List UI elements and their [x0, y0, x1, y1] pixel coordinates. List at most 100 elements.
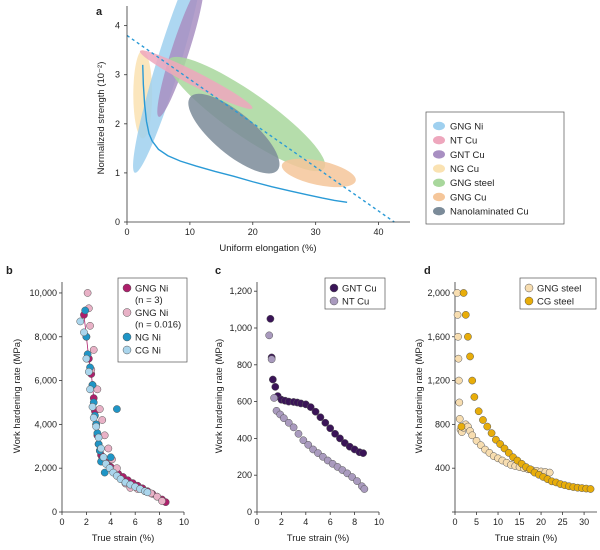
- pd-point-gng-steel: [468, 431, 477, 440]
- pc-point-gnt-cu: [321, 418, 330, 427]
- pb-point-cg-ni: [92, 422, 101, 431]
- panel-a-ytick-label: 3: [115, 70, 120, 80]
- pc-legend-label: GNT Cu: [342, 283, 377, 294]
- region-nt-cu: [139, 50, 253, 109]
- panel-b-points: [76, 289, 170, 506]
- legend-label: Nanolaminated Cu: [450, 207, 529, 218]
- region-nanolaminated-cu: [188, 93, 280, 174]
- pc-point-nt-cu: [265, 331, 274, 340]
- pd-point-cg-steel: [470, 393, 479, 401]
- pd-point-cg-steel: [457, 422, 466, 431]
- pc-legend-swatch: [329, 283, 339, 293]
- panel-a-regions: [133, 0, 356, 188]
- pd-xtick-label: 30: [579, 517, 589, 527]
- pb-ytick-label: 6,000: [34, 376, 57, 386]
- panel-b-ylabel: Work hardening rate (MPa): [12, 339, 23, 453]
- pc-point-gnt-cu: [336, 434, 344, 443]
- pb-point-cg-ni: [143, 488, 152, 497]
- pb-legend-label: CG Ni: [135, 345, 161, 356]
- panel-a-ticks: 0 10 20 30 40 0 1 2 3 4: [115, 21, 384, 237]
- pb-point-ng-ni: [81, 306, 90, 315]
- panel-a-legend: GNG Ni NT Cu GNT Cu NG Cu GNG steel GNG Cu Nan…: [433, 121, 529, 218]
- pd-ytick-label: 400: [435, 463, 450, 473]
- pc-point-gnt-cu: [269, 375, 277, 384]
- panel-d-ylabel: Work hardening rate (MPa): [414, 339, 425, 453]
- pb-legend-label: GNG Ni: [135, 308, 168, 319]
- legend-swatch-gng-cu: [433, 192, 445, 202]
- panel-a-xtick-label: 30: [311, 227, 321, 237]
- pb-xtick-label: 2: [84, 517, 89, 527]
- pb-xtick-label: 10: [179, 517, 189, 527]
- pc-point-nt-cu: [353, 477, 361, 485]
- pc-ytick-label: 1,000: [229, 323, 252, 333]
- pc-point-gnt-cu: [306, 403, 315, 411]
- panel-c-letter: c: [215, 265, 221, 277]
- panel-d-legend: GNG steel CG steel: [524, 283, 581, 307]
- pd-xtick-label: 0: [452, 517, 457, 527]
- pc-point-nt-cu: [304, 440, 313, 449]
- pb-legend-swatch: [122, 308, 132, 317]
- panel-d-points: [453, 289, 595, 493]
- pd-point-cg-steel: [479, 416, 487, 424]
- pd-point-cg-steel: [483, 422, 492, 431]
- pd-xtick-label: 20: [536, 517, 546, 527]
- pd-ytick-label: 1,600: [427, 332, 450, 342]
- panel-d-legend-box: [519, 277, 597, 310]
- pc-ytick-label: 800: [237, 360, 252, 370]
- pc-xtick-label: 0: [254, 517, 259, 527]
- pb-point-gng-ni-n-0-016-: [89, 346, 98, 354]
- panel-a-ytick-label: 2: [115, 119, 120, 129]
- panel-c-xlabel: True strain (%): [287, 533, 349, 544]
- pb-ytick-label: 8,000: [34, 332, 57, 342]
- pc-point-gnt-cu: [266, 314, 275, 323]
- pc-point-nt-cu: [267, 355, 276, 364]
- pc-ytick-label: 600: [237, 397, 252, 407]
- pb-point-gng-ni-n-0-016-: [104, 444, 113, 453]
- pd-xtick-label: 10: [493, 517, 503, 527]
- pc-point-gnt-cu: [316, 413, 325, 422]
- pd-point-cg-steel: [487, 429, 496, 437]
- legend-label: GNG steel: [450, 178, 494, 189]
- pd-legend-label: GNG steel: [537, 283, 581, 294]
- legend-swatch-gng-steel: [433, 178, 445, 187]
- pd-ytick-label: 800: [435, 419, 450, 429]
- panel-a-dashed-line: [126, 34, 395, 223]
- panel-a-letter: a: [96, 6, 103, 18]
- pb-point-cg-ni: [94, 433, 103, 442]
- pd-xtick-label: 15: [515, 517, 525, 527]
- pb-point-gng-ni-n-0-016-: [83, 289, 92, 297]
- pc-point-gnt-cu: [271, 383, 280, 391]
- panel-c: c 0 2 4 6 8 10 0 200 400 600 800 1,000 1,200 True st…: [214, 265, 386, 544]
- pc-xtick-label: 6: [328, 517, 333, 527]
- legend-label: NT Cu: [450, 136, 477, 147]
- pb-point-cg-ni: [80, 328, 88, 337]
- panel-a-ytick-label: 4: [115, 21, 120, 31]
- region-gnt-cu: [157, 0, 204, 117]
- panel-a-xlabel: Uniform elongation (%): [219, 243, 316, 254]
- pc-point-nt-cu: [284, 418, 293, 427]
- pc-xtick-label: 10: [374, 517, 384, 527]
- pb-point-gng-ni-n-0-016-: [153, 492, 162, 501]
- pc-ytick-label: 1,200: [229, 286, 252, 296]
- legend-swatch-gnt-cu: [433, 150, 445, 159]
- pc-point-nt-cu: [299, 436, 308, 445]
- panel-a-ylabel: Normalized strength (10⁻²): [96, 62, 107, 175]
- pb-point-cg-ni: [76, 317, 85, 326]
- pd-point-cg-steel: [468, 376, 477, 385]
- pd-point-gng-steel: [545, 468, 554, 477]
- pb-xtick-label: 8: [157, 517, 162, 527]
- pb-ytick-label: 4,000: [34, 419, 57, 429]
- pc-point-gnt-cu: [359, 449, 367, 457]
- panel-b-xlabel: True strain (%): [92, 533, 154, 544]
- panel-c-legend: GNT Cu NT Cu: [329, 283, 377, 307]
- pd-legend-swatch: [524, 296, 534, 306]
- pd-point-gng-steel: [453, 289, 462, 297]
- pc-ytick-label: 0: [247, 507, 252, 517]
- pb-point-cg-ni: [86, 385, 94, 394]
- panel-b: b 0 2 4 6 8 10 0 2,000 4,000 6,000 8,000 10,000 Tru…: [6, 265, 189, 544]
- pd-point-cg-steel: [586, 485, 595, 493]
- panel-a-curve: [142, 64, 348, 204]
- pb-xtick-label: 4: [108, 517, 113, 527]
